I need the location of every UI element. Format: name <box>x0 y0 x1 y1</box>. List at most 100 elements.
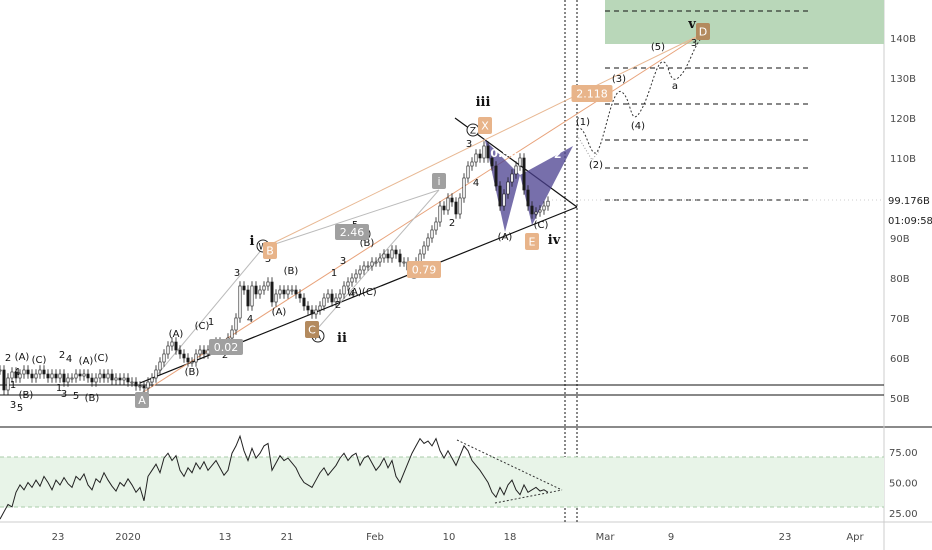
wave-label: 3 <box>466 139 472 150</box>
candle-body <box>534 211 538 215</box>
rsi-tick-label: 75.00 <box>889 448 918 459</box>
candle-body <box>134 381 138 387</box>
harmonic-pattern-right <box>520 146 573 225</box>
candle-body <box>366 265 370 268</box>
wave-label: (2) <box>589 160 603 171</box>
candle-body <box>526 189 530 207</box>
wave-label: 3 <box>691 38 697 49</box>
wave-label: (B) <box>284 266 299 277</box>
candle-body <box>378 257 382 263</box>
candle-body <box>170 341 174 347</box>
candle-body <box>466 165 470 179</box>
candle-body <box>398 253 402 263</box>
candle-body <box>470 161 474 167</box>
candle-body <box>174 341 178 351</box>
wave-label: 5 <box>265 254 271 265</box>
fib-extension-line-2 <box>262 34 701 249</box>
candle-body <box>6 377 10 391</box>
wave-label: (B) <box>85 393 100 404</box>
candle-body <box>106 373 110 379</box>
candle-body <box>86 373 90 379</box>
candle-body <box>46 373 50 379</box>
candle-body <box>294 289 298 295</box>
candle-body <box>454 201 458 215</box>
candle-body <box>418 253 422 263</box>
wave-label: (B) <box>185 367 200 378</box>
candle-body <box>302 297 306 307</box>
gray-label-box <box>135 392 149 408</box>
candle-body <box>18 373 22 379</box>
gray-label: 0.02 <box>214 341 239 354</box>
price-tick-label: 130B <box>890 74 916 85</box>
candle-body <box>34 373 38 379</box>
price-panel[interactable] <box>0 0 884 426</box>
candle-body <box>298 293 302 299</box>
gray-label: i <box>437 175 440 188</box>
wave-label: 1 <box>208 317 214 328</box>
orange-label-box <box>696 23 710 40</box>
major-wave-label: ii <box>337 331 347 346</box>
candle-body <box>94 377 98 383</box>
candle-body <box>394 249 398 255</box>
candle-body <box>54 373 58 379</box>
candle-body <box>450 197 454 203</box>
candle-body <box>442 205 446 211</box>
gray-label: A <box>138 394 146 407</box>
price-axis-ticks: 140B 130B 120B 110B 90B 80B 70B 60B 50B <box>890 34 916 405</box>
circled-label: Z <box>470 127 476 137</box>
candle-body <box>322 297 326 307</box>
gray-label: 2.46 <box>340 226 365 239</box>
time-axis-ticks: 23 2020 13 21 Feb 10 18 Mar 9 23 Apr <box>52 532 865 543</box>
wave-label: (C) <box>534 220 549 231</box>
candle-body <box>130 381 134 384</box>
candle-body <box>338 293 342 299</box>
candle-body <box>62 373 66 383</box>
candle-body <box>402 261 406 264</box>
candle-body <box>90 377 94 383</box>
candle-body <box>198 349 202 355</box>
candle-body <box>230 329 234 339</box>
candle-body <box>474 153 478 163</box>
wave-label: 4 <box>247 314 253 325</box>
rsi-line <box>0 434 549 520</box>
major-wave-label: iii <box>476 95 491 110</box>
candle-body <box>74 373 78 379</box>
orange-label: E <box>529 236 536 249</box>
wave-labels: 2 (A) (C) 2 4 (A) (C)41(B)3 513 5 (B)(A)(C)12(B)3… <box>5 17 710 414</box>
candle-body <box>138 385 142 388</box>
candle-body <box>114 377 118 381</box>
candle-body <box>330 293 334 303</box>
candle-body <box>178 349 182 355</box>
gray-projection-1 <box>141 247 264 394</box>
candle-body <box>342 285 346 295</box>
wave-label: 4 <box>14 367 20 378</box>
candle-body <box>462 177 466 199</box>
candle-body <box>238 285 242 319</box>
candle-body <box>358 269 362 275</box>
candle-body <box>10 371 14 379</box>
candle-body <box>190 361 194 364</box>
candle-body <box>82 373 86 377</box>
wave-label: (A)(C) <box>347 287 377 298</box>
candle-body <box>426 237 430 247</box>
time-tick-label: 23 <box>779 532 792 543</box>
major-wave-label: i <box>250 234 255 249</box>
wave-label: (B) <box>19 390 34 401</box>
candle-body <box>234 317 238 331</box>
candle-body <box>274 293 278 303</box>
time-tick-label: Apr <box>846 532 864 543</box>
candle-body <box>478 153 482 159</box>
wave-label: 5 <box>17 403 23 414</box>
gray-label-box <box>209 339 243 355</box>
rsi-axis-ticks: 75.00 50.00 25.00 <box>889 448 918 520</box>
candle-body <box>506 181 510 195</box>
rsi-series <box>0 434 549 520</box>
candle-body <box>374 261 378 264</box>
candle-body <box>154 369 158 379</box>
price-series <box>0 141 550 395</box>
candle-body <box>66 377 70 383</box>
countdown-label: 01:09:58 <box>888 216 932 227</box>
price-tick-label: 60B <box>890 354 910 365</box>
wave-label: 3 <box>10 400 16 411</box>
